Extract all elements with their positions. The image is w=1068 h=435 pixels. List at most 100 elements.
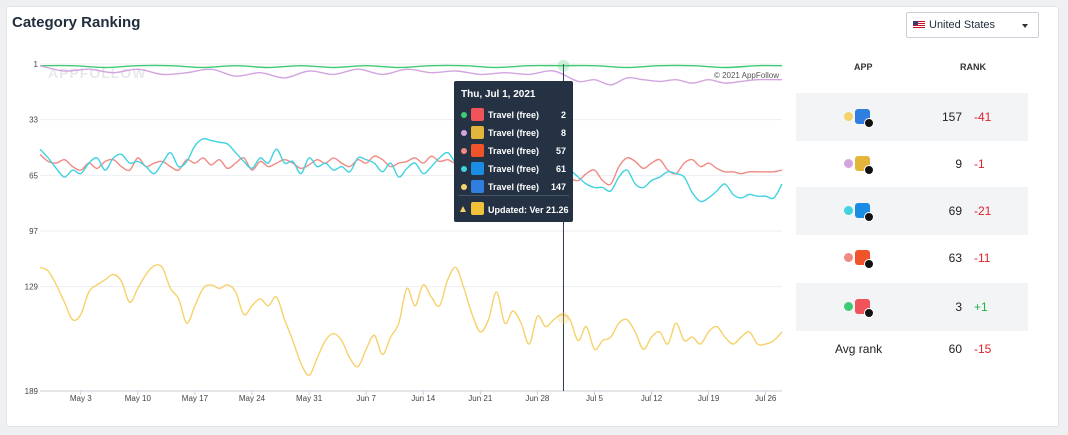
y-tick-label: 189 [25, 387, 39, 396]
tooltip-rank: 57 [555, 146, 566, 156]
tooltip-row: Travel (free) 8 [454, 124, 573, 142]
app-icon [471, 108, 484, 121]
cyan-series-line [39, 137, 783, 203]
y-tick-label: 97 [29, 227, 38, 236]
us-flag-icon [913, 21, 925, 29]
rank-value: 63 [948, 251, 962, 265]
y-tick-label: 129 [25, 283, 39, 292]
app-update-icon [471, 202, 484, 215]
rank-column-header: RANK [960, 62, 986, 72]
tooltip-category: Travel (free) [488, 128, 540, 138]
rank-row-cyan[interactable]: 69 -21 [796, 187, 1028, 235]
country-select[interactable]: United States [906, 12, 1039, 38]
x-tick-label: May 17 [182, 394, 209, 403]
x-tick-label: May 24 [239, 394, 266, 403]
app-icon [471, 162, 484, 175]
app-icon [471, 126, 484, 139]
app-icon [855, 203, 874, 222]
apple-icon [864, 118, 874, 128]
tooltip-rank: 61 [555, 164, 566, 174]
yellow-series-line [39, 264, 783, 377]
tooltip-category: Travel (free) [488, 110, 540, 120]
y-tick-label: 1 [34, 60, 39, 69]
x-tick-label: Jun 14 [411, 394, 436, 403]
series-color-dot [461, 166, 467, 172]
page-title: Category Ranking [12, 14, 141, 31]
tooltip-update-text: Updated: Ver 21.26 [488, 205, 569, 215]
chart-tooltip: Thu, Jul 1, 2021 Travel (free) 2 Travel (f… [454, 81, 573, 222]
green-series-line [39, 64, 783, 69]
series-color-dot [461, 184, 467, 190]
app-icon [855, 250, 874, 269]
tooltip-row: Travel (free) 147 [454, 178, 573, 196]
appfollow-watermark: APPFOLLOW [48, 65, 146, 81]
apple-icon [864, 259, 874, 269]
series-color-dot [461, 112, 467, 118]
x-tick-label: Jun 7 [356, 394, 376, 403]
rank-delta: -21 [974, 204, 992, 218]
series-color-dot [844, 112, 853, 121]
x-tick-label: May 3 [70, 394, 92, 403]
app-column-header: APP [854, 62, 873, 72]
tooltip-rank: 147 [550, 182, 566, 192]
x-tick-label: Jul 12 [641, 394, 663, 403]
tooltip-category: Travel (free) [488, 164, 540, 174]
rank-value: 9 [955, 157, 962, 171]
app-icon [471, 144, 484, 157]
rank-value: 69 [948, 204, 962, 218]
avg-rank-label: Avg rank [835, 342, 883, 356]
avg-rank-value: 60 [948, 342, 962, 356]
tooltip-category: Travel (free) [488, 146, 540, 156]
apple-icon [864, 308, 874, 318]
country-label: United States [929, 19, 996, 31]
copyright-text: © 2021 AppFollow [714, 71, 779, 80]
x-tick-label: May 10 [125, 394, 152, 403]
rank-row-purple[interactable]: 9 -1 [796, 140, 1028, 188]
app-icon [855, 156, 874, 175]
x-tick-label: Jun 28 [525, 394, 550, 403]
series-color-dot [461, 130, 467, 136]
apple-icon [864, 212, 874, 222]
series-color-dot [844, 159, 853, 168]
series-color-dot [461, 148, 467, 154]
x-tick-label: May 31 [296, 394, 323, 403]
rank-delta: -11 [974, 251, 991, 265]
rank-delta: -1 [974, 157, 985, 171]
x-tick-label: Jul 26 [755, 394, 777, 403]
purple-series-line [39, 65, 783, 86]
update-marker-icon [460, 206, 466, 212]
rank-row-green[interactable]: 3 +1 [796, 283, 1028, 331]
tooltip-row: Travel (free) 57 [454, 142, 573, 160]
salmon-series-line [39, 151, 783, 186]
y-tick-label: 65 [29, 171, 38, 180]
app-icon [855, 109, 874, 128]
x-tick-label: Jul 19 [698, 394, 720, 403]
tooltip-date: Thu, Jul 1, 2021 [461, 89, 536, 100]
rank-delta: +1 [974, 300, 988, 314]
rank-row-salmon[interactable]: 63 -11 [796, 234, 1028, 282]
rank-row-yellow[interactable]: 157 -41 [796, 93, 1028, 141]
tooltip-row: Travel (free) 61 [454, 160, 573, 178]
x-tick-label: Jun 21 [468, 394, 493, 403]
rank-value: 3 [955, 300, 962, 314]
hover-highlight [557, 59, 570, 72]
rank-delta: -41 [974, 110, 992, 124]
app-icon [471, 180, 484, 193]
tooltip-rank: 8 [560, 128, 566, 138]
tooltip-row: Travel (free) 2 [454, 106, 573, 124]
x-tick-label: Jul 5 [586, 394, 603, 403]
rank-value: 157 [941, 110, 962, 124]
series-color-dot [844, 302, 853, 311]
y-tick-label: 33 [29, 116, 38, 125]
app-icon [855, 299, 874, 318]
hover-highlight [557, 311, 570, 324]
chevron-down-icon [1022, 24, 1028, 28]
tooltip-category: Travel (free) [488, 182, 540, 192]
tooltip-divider [458, 195, 569, 196]
tooltip-rank: 2 [560, 110, 566, 120]
series-color-dot [844, 253, 853, 262]
series-color-dot [844, 206, 853, 215]
apple-icon [864, 165, 874, 175]
avg-rank-delta: -15 [974, 342, 992, 356]
